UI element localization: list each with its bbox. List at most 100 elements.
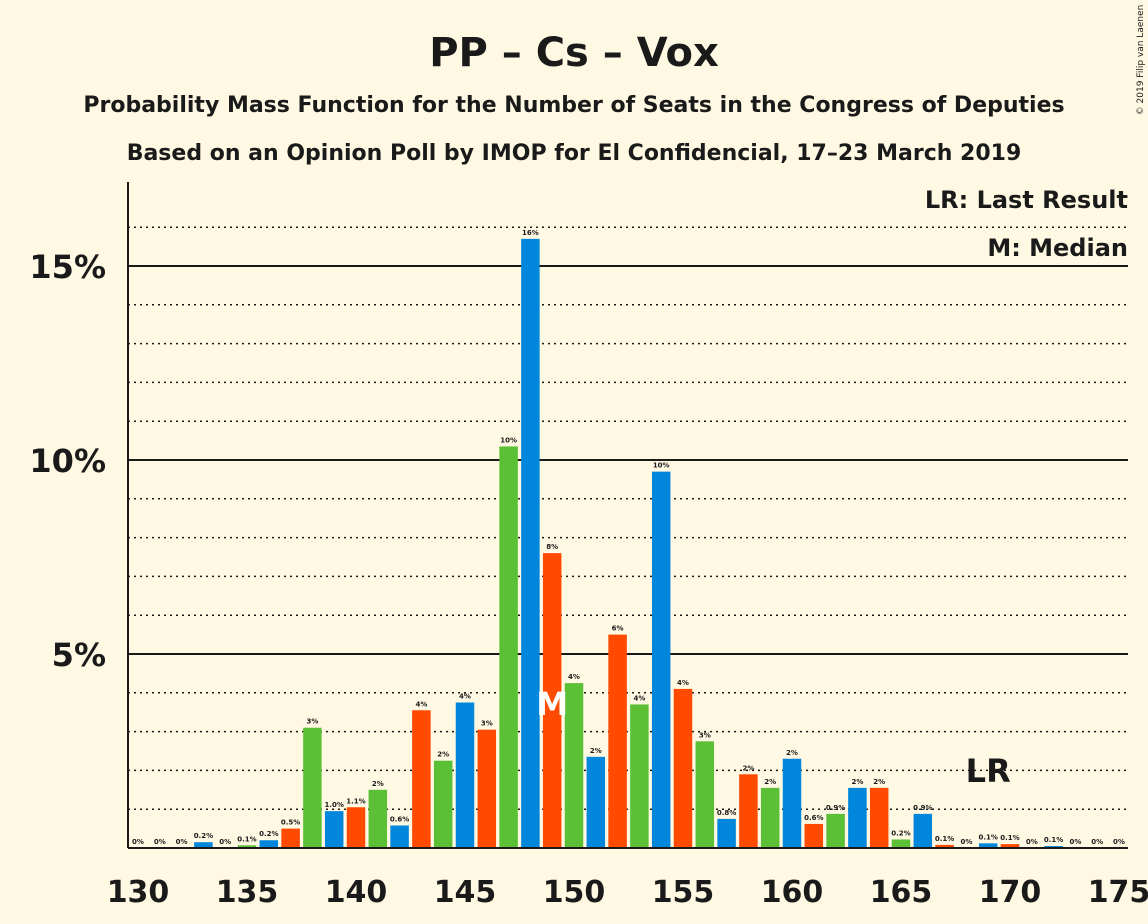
chart-subtitle-2: Based on an Opinion Poll by IMOP for El … (127, 141, 1022, 166)
data-label-160: 2% (786, 749, 798, 757)
bar-seat-170 (1000, 844, 1020, 848)
data-label-140: 1.1% (346, 797, 365, 805)
bar-seat-153 (630, 704, 649, 848)
copyright-notice: © 2019 Filip van Laenen (1136, 5, 1146, 116)
data-label-142: 0.6% (390, 815, 409, 823)
data-label-150: 4% (568, 673, 580, 681)
data-label-166: 0.9% (913, 804, 932, 812)
bar-seat-160 (782, 758, 802, 848)
data-label-174: 0% (1091, 838, 1103, 846)
y-axis-ticks: 5% 10% 15% (29, 248, 106, 674)
bar-seat-169 (978, 843, 998, 848)
data-label-131: 0% (154, 838, 166, 846)
x-tick-label-145: 145 (434, 875, 497, 910)
bar-seat-155 (673, 688, 693, 848)
legend-median: M: Median (987, 234, 1128, 262)
bar-seat-157 (717, 818, 736, 848)
axes (127, 182, 1128, 849)
data-label-158: 2% (742, 764, 754, 772)
median-marker: M (536, 685, 568, 723)
bar-seat-166 (913, 813, 933, 848)
data-label-162: 0.9% (826, 804, 845, 812)
y-tick-label-5: 5% (52, 636, 106, 674)
data-label-139: 1.0% (324, 801, 343, 809)
data-label-161: 0.6% (804, 814, 823, 822)
x-tick-label-135: 135 (216, 875, 279, 910)
data-label-144: 2% (437, 751, 449, 759)
data-label-151: 2% (590, 747, 602, 755)
data-label-171: 0% (1026, 838, 1038, 846)
data-labels: 0% 0% 0%0.2%0% 0.1%0.2%0.5%3%1.0% 1.1%2%0.6%… (132, 229, 1125, 846)
data-label-165: 0.2% (891, 829, 910, 837)
bar-seat-167 (935, 844, 954, 848)
bar-seat-137 (281, 828, 300, 848)
x-tick-label-160: 160 (761, 875, 824, 910)
x-tick-label-165: 165 (870, 875, 933, 910)
bar-seat-143 (412, 710, 431, 848)
data-label-170: 0.1% (1000, 834, 1019, 842)
legend-last-result: LR: Last Result (925, 186, 1128, 214)
data-label-155: 4% (677, 679, 689, 687)
bar-seat-154 (651, 471, 671, 848)
grid-lines (128, 226, 1128, 810)
bar-seat-151 (586, 756, 606, 848)
data-label-167: 0.1% (935, 835, 954, 843)
bar-seat-138 (303, 727, 322, 848)
bar-seat-133 (194, 842, 213, 848)
bar-seat-145 (455, 702, 475, 848)
bar-seat-141 (368, 789, 388, 848)
data-label-136: 0.2% (259, 830, 278, 838)
bar-seat-159 (760, 787, 780, 848)
bar-seat-146 (477, 729, 497, 848)
data-label-133: 0.2% (194, 832, 213, 840)
x-tick-label-130: 130 (107, 875, 170, 910)
bar-seat-150 (564, 683, 584, 848)
data-label-132: 0% (176, 838, 188, 846)
bar-seat-163 (848, 787, 867, 848)
bar-seat-135 (237, 845, 257, 848)
data-label-152: 6% (612, 625, 624, 633)
data-label-135: 0.1% (237, 835, 256, 843)
last-result-marker: LR (966, 752, 1011, 790)
data-label-149: 8% (546, 543, 558, 551)
x-tick-label-155: 155 (652, 875, 715, 910)
data-label-156: 3% (699, 731, 711, 739)
data-label-146: 3% (481, 720, 493, 728)
bar-seat-147 (499, 446, 518, 848)
bar-seat-149 (542, 553, 562, 848)
data-label-137: 0.5% (281, 819, 300, 827)
data-label-157: 0.8% (717, 809, 736, 817)
bar-seat-139 (324, 811, 344, 848)
bar-seat-142 (390, 825, 409, 848)
data-label-153: 4% (633, 694, 645, 702)
data-label-163: 2% (851, 778, 863, 786)
data-label-148: 16% (522, 229, 539, 237)
chart-title: PP – Cs – Vox (429, 30, 719, 76)
y-tick-label-10: 10% (29, 442, 106, 480)
markers: M LR (536, 685, 1010, 790)
x-axis-ticks: 130 135 140 145 150 155 160 165 170 175 (107, 875, 1148, 910)
data-label-172: 0.1% (1044, 836, 1063, 844)
bar-seat-162 (826, 813, 845, 848)
bar-seat-161 (804, 823, 824, 848)
x-tick-label-150: 150 (543, 875, 606, 910)
bar-seat-156 (695, 741, 715, 848)
data-label-145: 4% (459, 693, 471, 701)
x-tick-label-175: 175 (1088, 875, 1148, 910)
y-tick-label-15: 15% (29, 248, 106, 286)
data-label-147: 10% (500, 436, 517, 444)
bar-seat-164 (869, 787, 889, 848)
data-label-159: 2% (764, 778, 776, 786)
data-label-138: 3% (306, 718, 318, 726)
bar-seat-158 (739, 774, 758, 848)
data-label-130: 0% (132, 838, 144, 846)
x-tick-label-140: 140 (325, 875, 388, 910)
data-label-164: 2% (873, 778, 885, 786)
data-label-173: 0% (1069, 838, 1081, 846)
bar-series (194, 238, 1063, 849)
bar-seat-148 (521, 238, 540, 849)
data-label-168: 0% (960, 838, 972, 846)
bar-seat-144 (433, 760, 453, 848)
